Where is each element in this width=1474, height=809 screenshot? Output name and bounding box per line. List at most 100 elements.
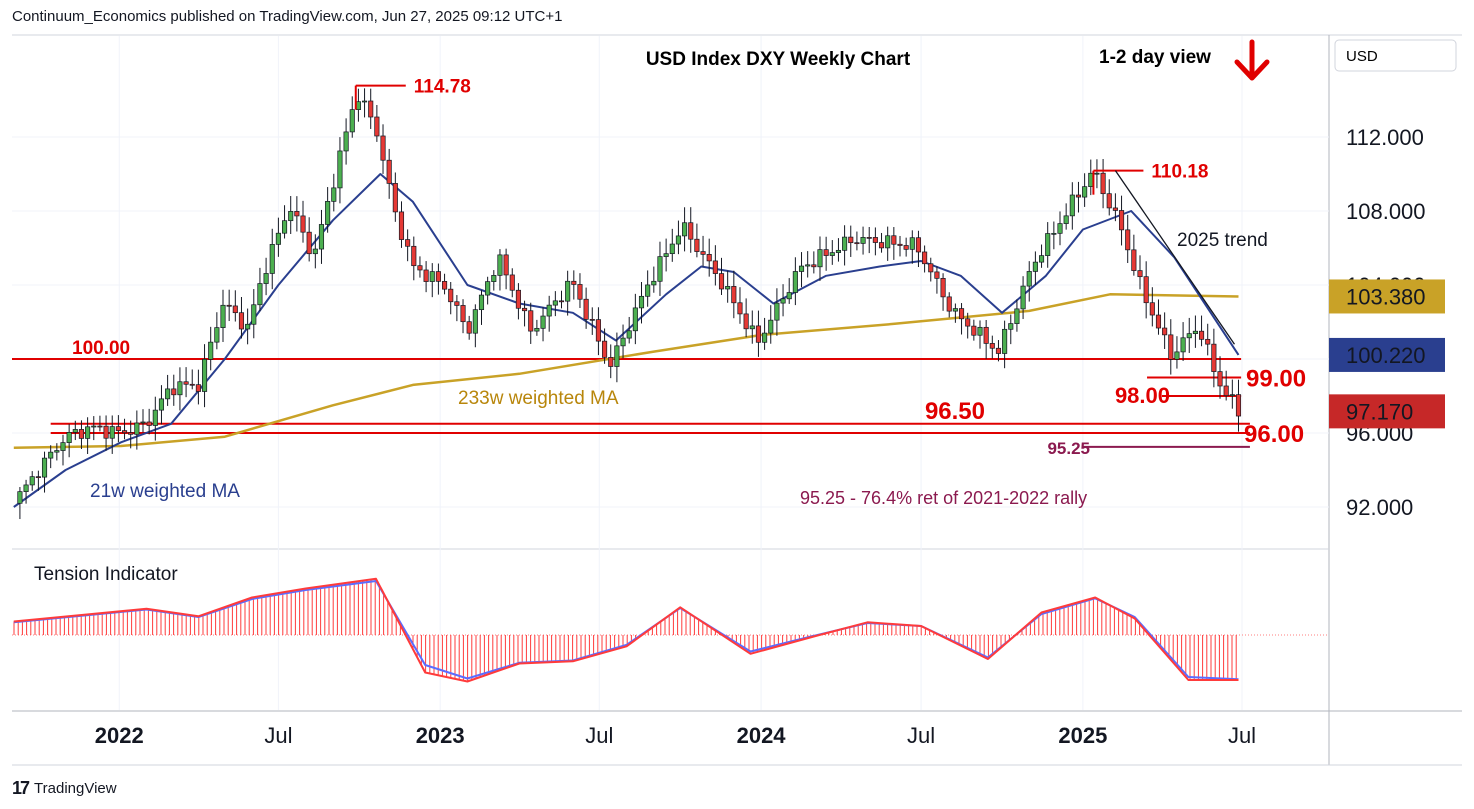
candle-up (663, 253, 669, 257)
candle-down (1100, 172, 1106, 195)
candle-up (1014, 308, 1020, 324)
candle-up (491, 275, 497, 282)
price-tick-label: 92.000 (1346, 495, 1413, 520)
currency-label: USD (1346, 48, 1378, 65)
candle-down (97, 425, 103, 428)
candle-up (1069, 194, 1075, 217)
candle-down (368, 100, 374, 118)
candle-down (1223, 385, 1229, 396)
candle-down (1137, 270, 1143, 278)
level-label-100-00: 100.00 (72, 338, 130, 359)
candle-down (700, 251, 706, 255)
candle-down (940, 277, 946, 298)
candle-up (17, 491, 23, 504)
candle-down (417, 265, 423, 271)
candle-down (522, 307, 528, 312)
candle-up (805, 264, 811, 267)
candle-up (318, 224, 325, 250)
time-axis[interactable]: 2022 Jul 2023 Jul 2024 Jul 2025 Jul (95, 723, 1256, 748)
price-axis[interactable]: 112.000108.000104.000100.00096.00092.000… (1329, 125, 1445, 520)
candle-down (128, 432, 134, 435)
ma21-label: 21w weighted MA (90, 481, 240, 502)
candle-down (915, 237, 922, 253)
level-label-95-25: 95.25 (1047, 439, 1090, 458)
candle-down (608, 357, 614, 367)
candle-down (411, 245, 417, 267)
candle-up (768, 319, 774, 334)
candle-down (811, 264, 817, 268)
price-badge-label: 97.170 (1346, 399, 1413, 424)
candle-down (891, 235, 897, 245)
tension-title: Tension Indicator (34, 564, 178, 585)
candle-up (952, 308, 958, 312)
candle-up (134, 422, 140, 435)
candle-up (282, 220, 288, 234)
candle-up (1008, 323, 1014, 330)
time-tick-label: Jul (907, 723, 935, 748)
candle-up (792, 271, 798, 293)
price-badge-label: 100.220 (1346, 343, 1426, 368)
candle-up (1094, 172, 1100, 175)
candle-up (645, 284, 651, 297)
time-tick-label: 2023 (416, 723, 465, 748)
candle-down (946, 296, 952, 312)
candle-down (755, 325, 761, 343)
candle-up (1026, 271, 1032, 287)
candle-up (257, 283, 263, 306)
candle-up (158, 398, 165, 411)
candle-up (109, 426, 115, 439)
candle-down (995, 347, 1002, 354)
candle-down (1125, 229, 1131, 251)
tension-fast-line (13, 577, 1239, 683)
candle-up (540, 315, 546, 329)
time-tick-label: 2024 (737, 723, 787, 748)
candle-up (325, 201, 331, 225)
candle-up (349, 109, 355, 133)
candle-down (1235, 394, 1242, 417)
candle-up (885, 235, 891, 249)
candle-down (146, 421, 152, 426)
candle-down (189, 383, 195, 386)
candle-down (712, 260, 718, 274)
candle-up (269, 244, 275, 274)
ma21-polyline (13, 173, 1240, 508)
candle-up (817, 249, 823, 268)
price-tick-label: 112.000 (1346, 125, 1424, 150)
candle-down (103, 425, 109, 439)
candle-up (651, 280, 657, 286)
candle-down (571, 280, 577, 285)
candle-up (343, 131, 349, 152)
candle-down (171, 388, 177, 396)
view-label: 1-2 day view (1099, 47, 1211, 68)
candle-up (1032, 261, 1038, 272)
currency-box[interactable]: USD (1334, 39, 1457, 72)
candle-down (743, 313, 749, 330)
candle-down (306, 231, 312, 255)
candle-down (577, 284, 583, 300)
grid (12, 36, 1329, 710)
candle-down (1118, 210, 1125, 231)
candle-up (152, 409, 158, 426)
footer-brand[interactable]: 17 TradingView (12, 778, 117, 799)
candle-up (762, 332, 768, 343)
candle-down (300, 215, 306, 233)
candle-down (731, 286, 737, 304)
peak-label-110-18: 110.18 (1151, 162, 1208, 183)
candle-down (195, 384, 201, 392)
candle-up (725, 286, 731, 290)
candle-up (1088, 172, 1094, 188)
candle-down (866, 237, 872, 239)
candle-up (429, 271, 435, 282)
ma233-polyline (13, 293, 1239, 450)
candle-up (263, 273, 269, 284)
candle-down (903, 245, 909, 250)
candle-up (165, 388, 171, 400)
candle-up (1020, 285, 1026, 310)
candle-up (29, 476, 35, 486)
candle-up (632, 307, 638, 332)
price-badge (1329, 279, 1445, 314)
ma21-line (13, 173, 1240, 508)
candle-down (928, 263, 934, 273)
candle-up (669, 243, 675, 255)
